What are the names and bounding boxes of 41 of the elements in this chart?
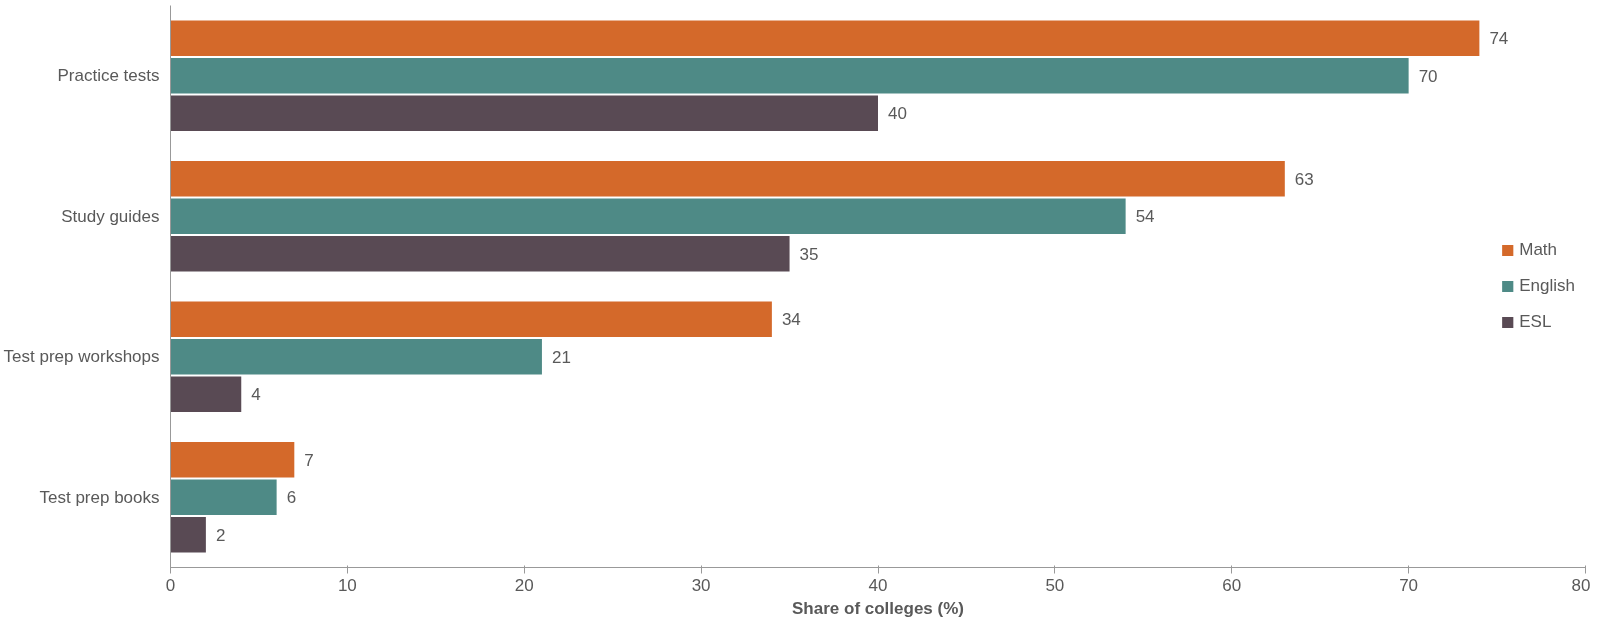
bar — [170, 338, 542, 375]
data-label: 70 — [1418, 66, 1438, 86]
bar — [170, 301, 772, 338]
y-tick-label: Study guides — [61, 206, 160, 226]
x-tick-label: 70 — [1399, 575, 1419, 595]
bar — [170, 20, 1480, 57]
x-tick-label: 50 — [1045, 575, 1065, 595]
data-label: 74 — [1489, 29, 1509, 49]
data-label: 2 — [215, 525, 226, 545]
data-label: 63 — [1294, 169, 1314, 189]
bar — [170, 160, 1285, 197]
bar — [170, 516, 206, 553]
data-label: 35 — [799, 244, 819, 264]
x-tick-label: 0 — [165, 575, 176, 595]
y-tick-label: Test prep books — [39, 487, 160, 507]
y-tick-label: Practice tests — [57, 66, 160, 86]
data-label: 7 — [304, 450, 314, 470]
bar — [170, 441, 295, 478]
bar — [170, 95, 878, 132]
x-tick-label: 80 — [1571, 575, 1591, 595]
legend-label: ESL — [1519, 312, 1552, 332]
bar — [170, 57, 1409, 94]
data-label: 34 — [781, 310, 801, 330]
bar — [170, 376, 242, 413]
data-label: 4 — [251, 385, 261, 405]
x-tick-label: 10 — [337, 575, 357, 595]
y-tick-label: Test prep workshops — [3, 347, 160, 367]
x-tick-label: 60 — [1222, 575, 1242, 595]
bar — [170, 235, 790, 272]
legend-label: Math — [1519, 240, 1558, 260]
x-axis-title: Share of colleges (%) — [792, 598, 964, 618]
x-tick-label: 20 — [514, 575, 534, 595]
legend-label: English — [1519, 276, 1575, 296]
bar — [170, 198, 1126, 235]
data-label: 21 — [551, 347, 571, 367]
x-tick-label: 30 — [691, 575, 711, 595]
bar — [170, 479, 277, 516]
data-label: 6 — [286, 488, 297, 508]
data-label: 54 — [1135, 207, 1155, 227]
x-tick-label: 40 — [868, 575, 888, 595]
data-label: 40 — [888, 104, 907, 124]
